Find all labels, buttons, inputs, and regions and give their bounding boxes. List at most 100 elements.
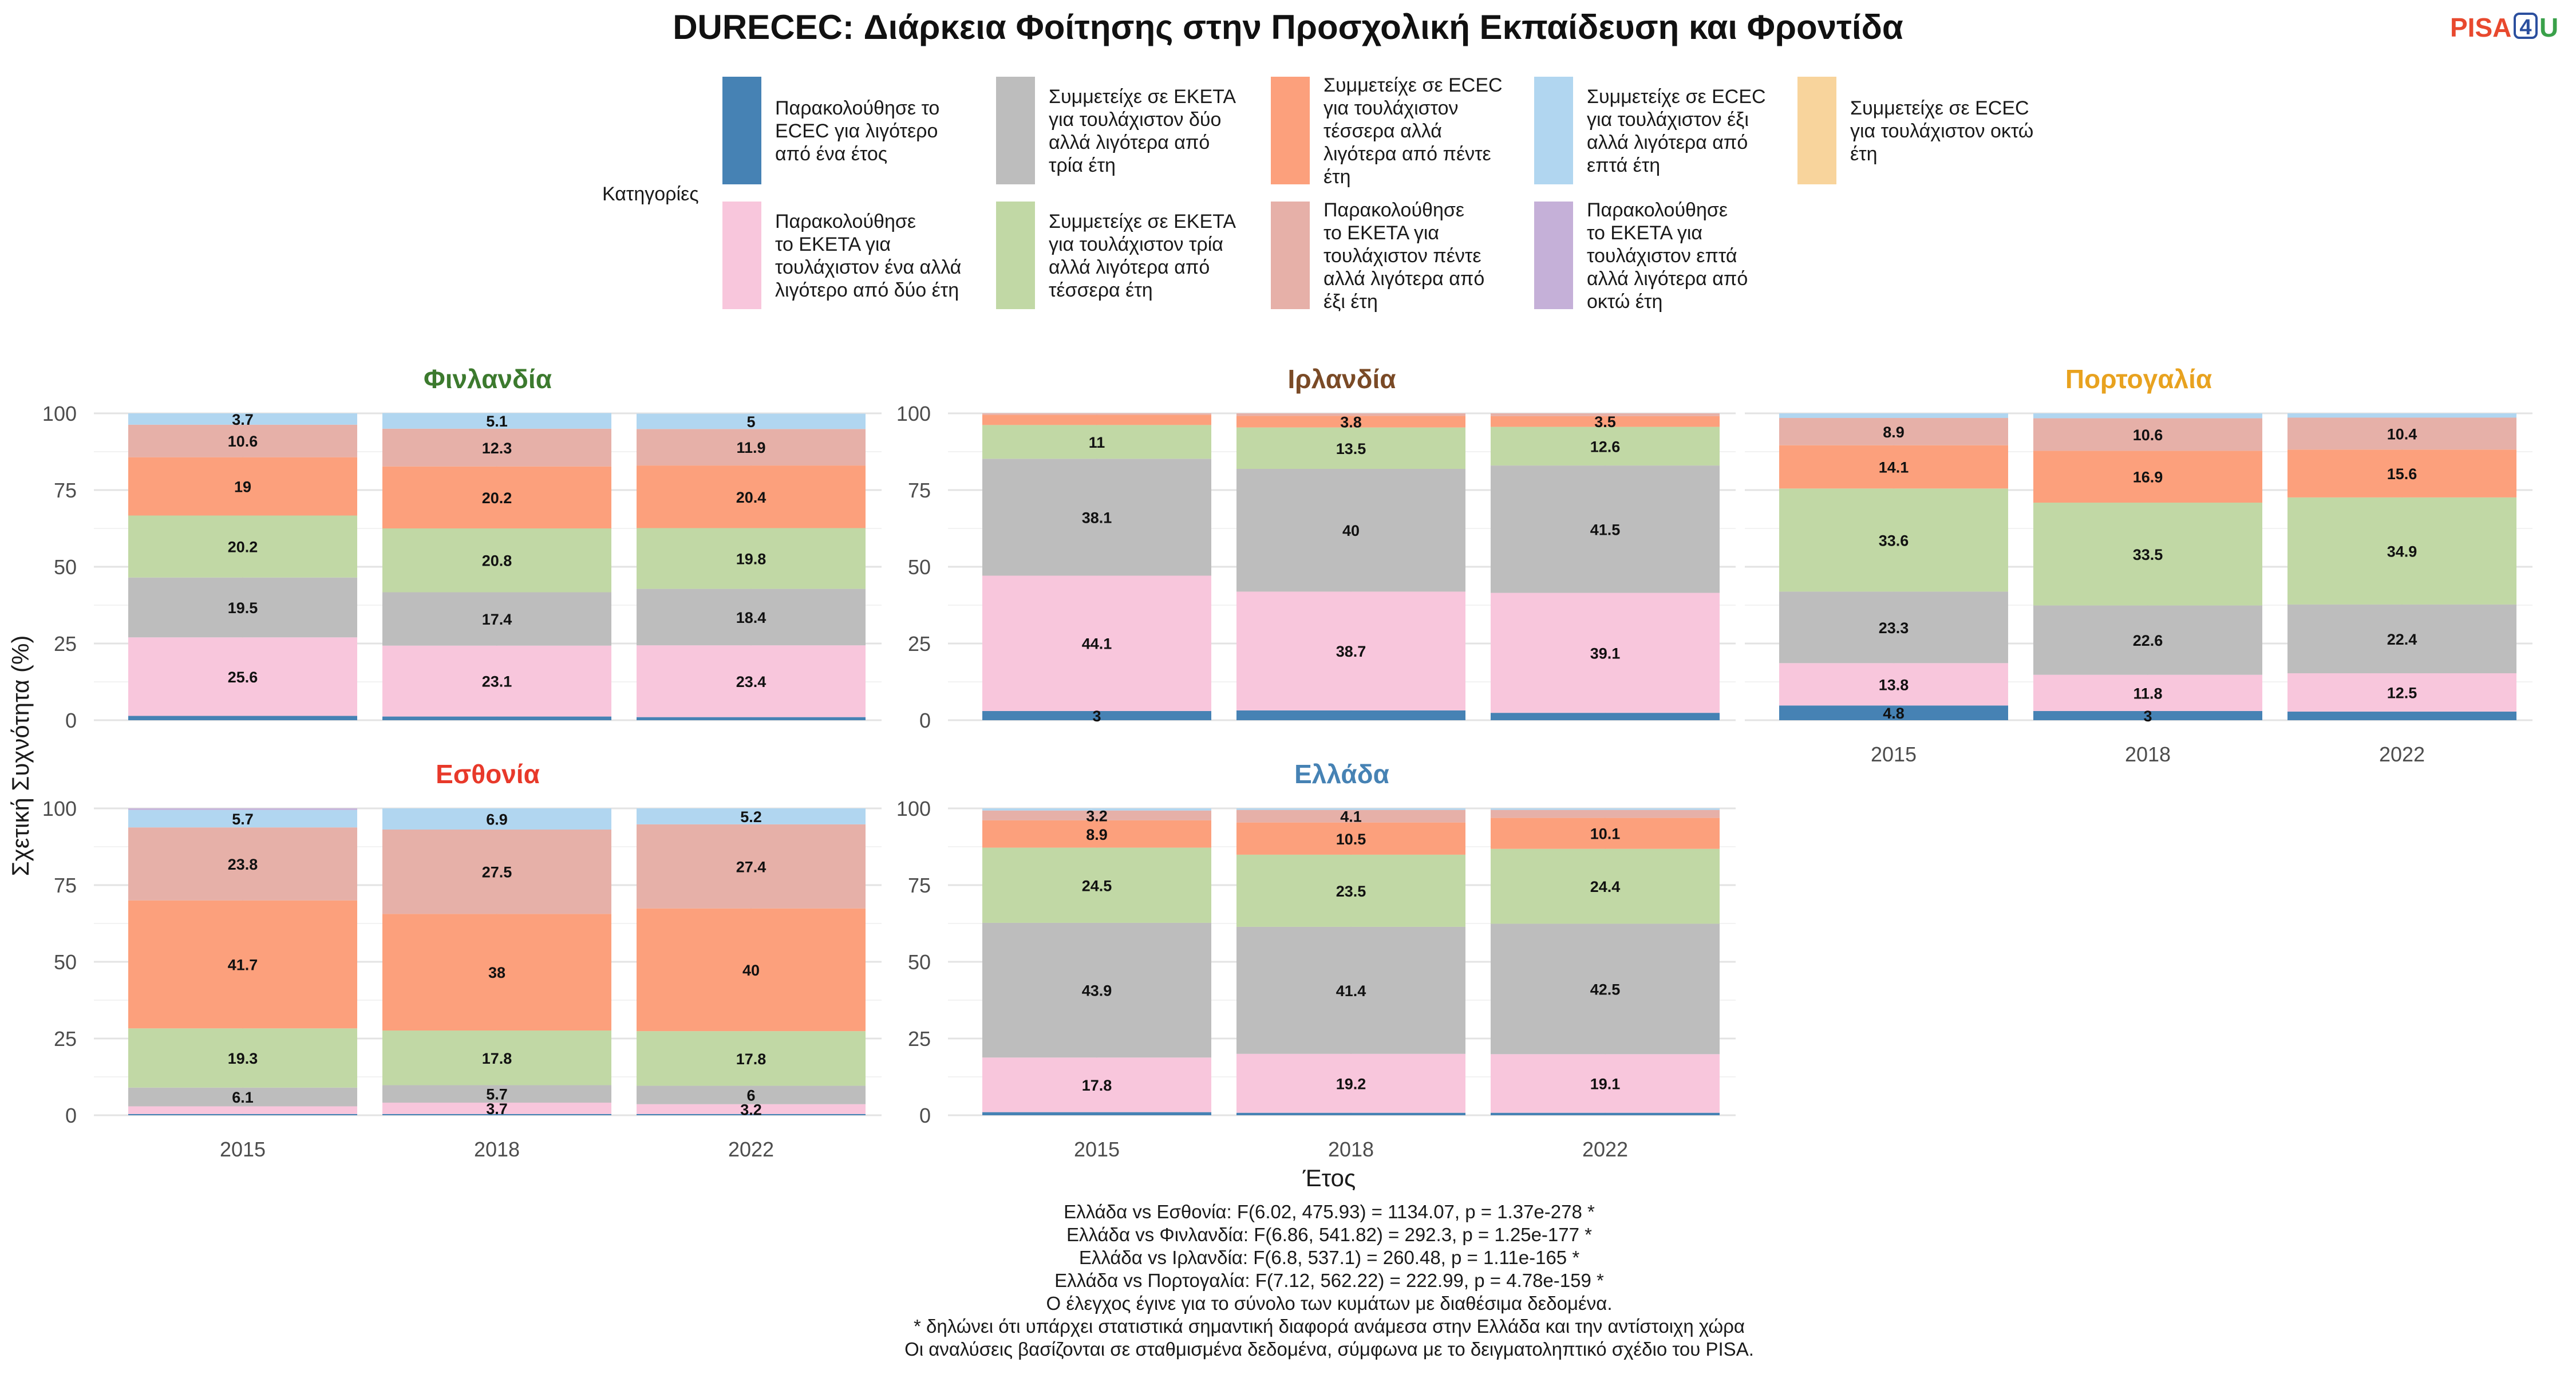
legend-label-line: για τουλάχιστον δύο <box>1049 109 1221 131</box>
x-tick-label: 2018 <box>1328 1138 1374 1161</box>
bar-segment <box>637 1085 866 1104</box>
data-label: 20.8 <box>482 552 512 570</box>
y-tick-label: 100 <box>896 797 931 820</box>
y-tick-label: 100 <box>42 797 77 820</box>
data-label: 5.7 <box>232 811 254 828</box>
bar-segment <box>982 922 1211 1058</box>
bar-segment <box>1236 469 1465 592</box>
bar-segment <box>382 1030 611 1085</box>
y-tick-label: 75 <box>908 479 931 502</box>
data-label: 44.1 <box>1082 635 1112 653</box>
data-label: 17.4 <box>482 611 512 628</box>
legend-label-line: Συμμετείχε σε ECEC <box>1587 86 1766 108</box>
panel-title: Πορτογαλία <box>2065 364 2212 394</box>
legend-swatch <box>1797 77 1836 184</box>
bar-segment <box>982 1057 1211 1112</box>
data-label: 19.8 <box>736 551 767 568</box>
bar-segment <box>637 1114 866 1115</box>
data-label: 17.8 <box>1082 1077 1112 1094</box>
bar-segment <box>1236 416 1465 428</box>
data-label: 5.2 <box>740 808 762 826</box>
data-label: 22.4 <box>2387 631 2417 648</box>
bar-segment <box>1491 427 1720 466</box>
legend-label-line: Συμμετείχε σε ΕΚΕΤΑ <box>1049 86 1236 108</box>
pisa4u-logo: PISA 4 U <box>2450 13 2558 42</box>
bar-segment <box>382 645 611 717</box>
bar-segment <box>128 716 357 720</box>
bar-segment <box>1491 923 1720 1055</box>
panel-title: Εσθονία <box>436 759 540 789</box>
data-label: 14.1 <box>1879 459 1909 476</box>
bar-segment <box>1779 413 2008 418</box>
bar-segment <box>2287 449 2516 498</box>
data-label: 3.7 <box>232 411 254 428</box>
data-label: 10.6 <box>228 433 258 450</box>
bar-segment <box>1491 848 1720 924</box>
bar-segment <box>982 808 1211 811</box>
bar-segment <box>637 465 866 528</box>
logo-text-u: U <box>2539 13 2558 42</box>
data-label: 8.9 <box>1086 826 1108 843</box>
caption-note-line: Ελλάδα vs Ιρλανδία: F(6.8, 537.1) = 260.… <box>1079 1247 1579 1268</box>
data-label: 33.6 <box>1879 532 1909 549</box>
legend-label-line: αλλά λιγότερα από <box>1049 132 1210 153</box>
legend-label-line: τέσσερα αλλά <box>1323 120 1442 142</box>
data-label: 3.8 <box>1340 413 1362 431</box>
data-label: 24.5 <box>1082 877 1112 894</box>
facet-panel: 0 25 50 75 100 Φινλανδία <box>42 364 882 732</box>
y-tick-label: 0 <box>919 1104 931 1127</box>
data-label: 24.4 <box>1590 878 1621 895</box>
bar-segment <box>128 810 357 828</box>
bar-segment <box>1236 1112 1465 1115</box>
bar-segment <box>1236 413 1465 416</box>
logo-text-4: 4 <box>2519 15 2531 40</box>
y-tick-label: 75 <box>908 874 931 897</box>
data-label: 40 <box>742 962 760 979</box>
x-tick-label: 2022 <box>728 1138 774 1161</box>
caption-note-line: Ελλάδα vs Πορτογαλία: F(7.12, 562.22) = … <box>1054 1270 1604 1291</box>
bar-segment <box>128 637 357 716</box>
bar-segment <box>637 528 866 589</box>
data-label: 12.3 <box>482 440 512 457</box>
data-label: 25.6 <box>228 669 258 686</box>
bar-segment <box>637 717 866 720</box>
legend-label-line: οκτώ έτη <box>1587 291 1662 313</box>
legend-label-line: Συμμετείχε σε ECEC <box>1850 97 2029 119</box>
data-label: 4.8 <box>1883 705 1905 722</box>
bar-segment <box>2287 417 2516 450</box>
bar-segment <box>1779 591 2008 664</box>
bar-segment <box>128 808 357 810</box>
bar-segment <box>982 820 1211 848</box>
legend-label-line: έξι έτη <box>1323 291 1378 313</box>
bar-segment <box>982 1112 1211 1115</box>
bar-segment <box>1491 810 1720 818</box>
bar-segment <box>637 645 866 717</box>
legend-label-line: αλλά λιγότερα από <box>1323 268 1484 290</box>
bar-segment <box>1491 465 1720 593</box>
data-label: 23.5 <box>1336 883 1366 900</box>
bar-segment <box>128 1106 357 1114</box>
legend-label-line: αλλά λιγότερα από <box>1587 132 1748 153</box>
facet-panel: 0 25 50 75 100 Εσθονία 2015 2018 2022 <box>42 759 882 1161</box>
bar-segment <box>982 413 1211 415</box>
bar-segment <box>128 1028 357 1088</box>
y-tick-label: 0 <box>919 709 931 732</box>
bar-segment <box>2033 413 2262 418</box>
y-tick-label: 50 <box>908 555 931 579</box>
data-label: 23.1 <box>482 673 512 690</box>
data-label: 5.7 <box>486 1086 508 1103</box>
bar-segment <box>1236 810 1465 823</box>
legend-label-line: για τουλάχιστον τρία <box>1049 234 1223 255</box>
data-label: 3 <box>2143 708 2152 725</box>
bar-segment <box>1779 418 2008 445</box>
data-label: 3.5 <box>1594 413 1616 431</box>
legend-swatch <box>996 202 1035 309</box>
data-label: 19.3 <box>228 1050 258 1067</box>
panel-title: Φινλανδία <box>424 364 552 394</box>
bar-segment <box>2033 710 2262 720</box>
bar-segment <box>1491 1054 1720 1113</box>
